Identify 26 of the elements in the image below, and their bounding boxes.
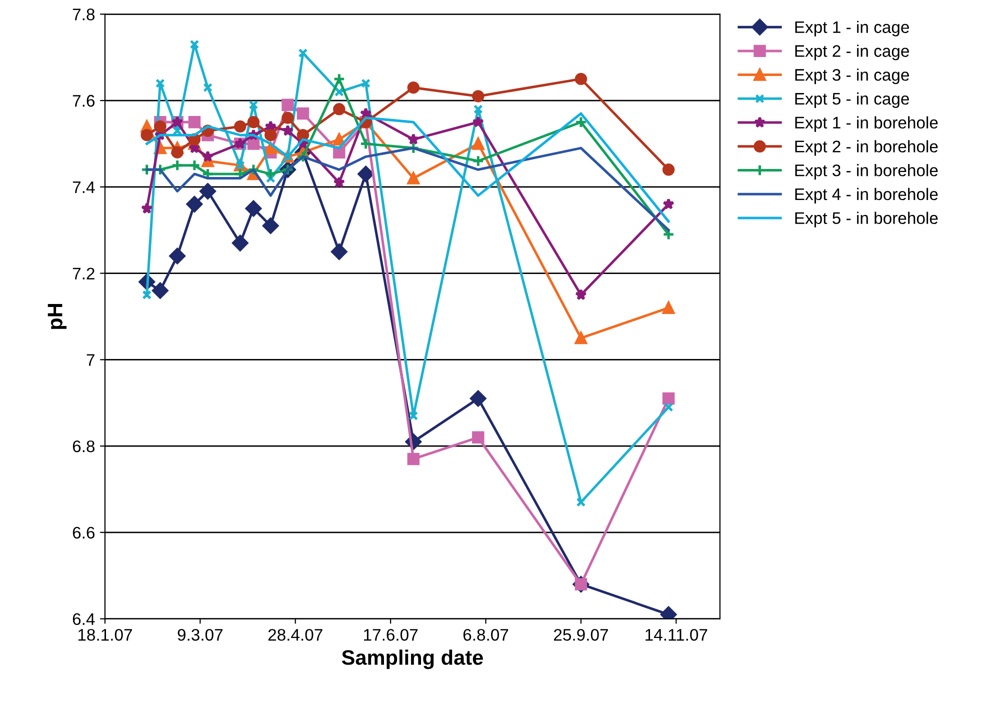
y-tick-label: 6.8 <box>72 440 95 452</box>
x-tick-label: 18.1.07 <box>78 628 132 641</box>
x-tick-label: 6.8.07 <box>463 628 508 641</box>
x-tick-label: 25.9.07 <box>554 628 608 641</box>
legend-label: Expt 3 - in borehole <box>795 164 938 180</box>
x-tick-label: 9.3.07 <box>178 628 222 641</box>
y-tick-label: 7 <box>86 354 94 366</box>
legend-label: Expt 2 - in cage <box>795 44 909 60</box>
y-tick-label: 7.2 <box>72 268 94 280</box>
y-tick-label: 6.4 <box>72 613 95 625</box>
legend-label: Expt 2 - in borehole <box>795 140 938 156</box>
legend-label: Expt 1 - in cage <box>795 20 909 36</box>
y-tick-label: 7.6 <box>72 94 95 107</box>
x-tick-label: 14.11.07 <box>646 628 708 641</box>
y-axis-title: pH <box>48 304 67 329</box>
x-tick-label: 28.4.07 <box>268 628 322 641</box>
x-axis-title: Sampling date <box>342 650 483 670</box>
legend-label: Expt 1 - in borehole <box>795 116 938 132</box>
legend-label: Expt 5 - in borehole <box>795 212 938 228</box>
legend-label: Expt 3 - in cage <box>795 68 909 84</box>
x-tick-label: 17.6.07 <box>364 628 418 641</box>
y-tick-label: 6.6 <box>72 526 95 539</box>
legend-label: Expt 4 - in borehole <box>795 188 938 204</box>
y-tick-label: 7.8 <box>72 8 95 20</box>
y-tick-label: 7.4 <box>72 181 95 193</box>
legend-label: Expt 5 - in cage <box>795 92 909 108</box>
